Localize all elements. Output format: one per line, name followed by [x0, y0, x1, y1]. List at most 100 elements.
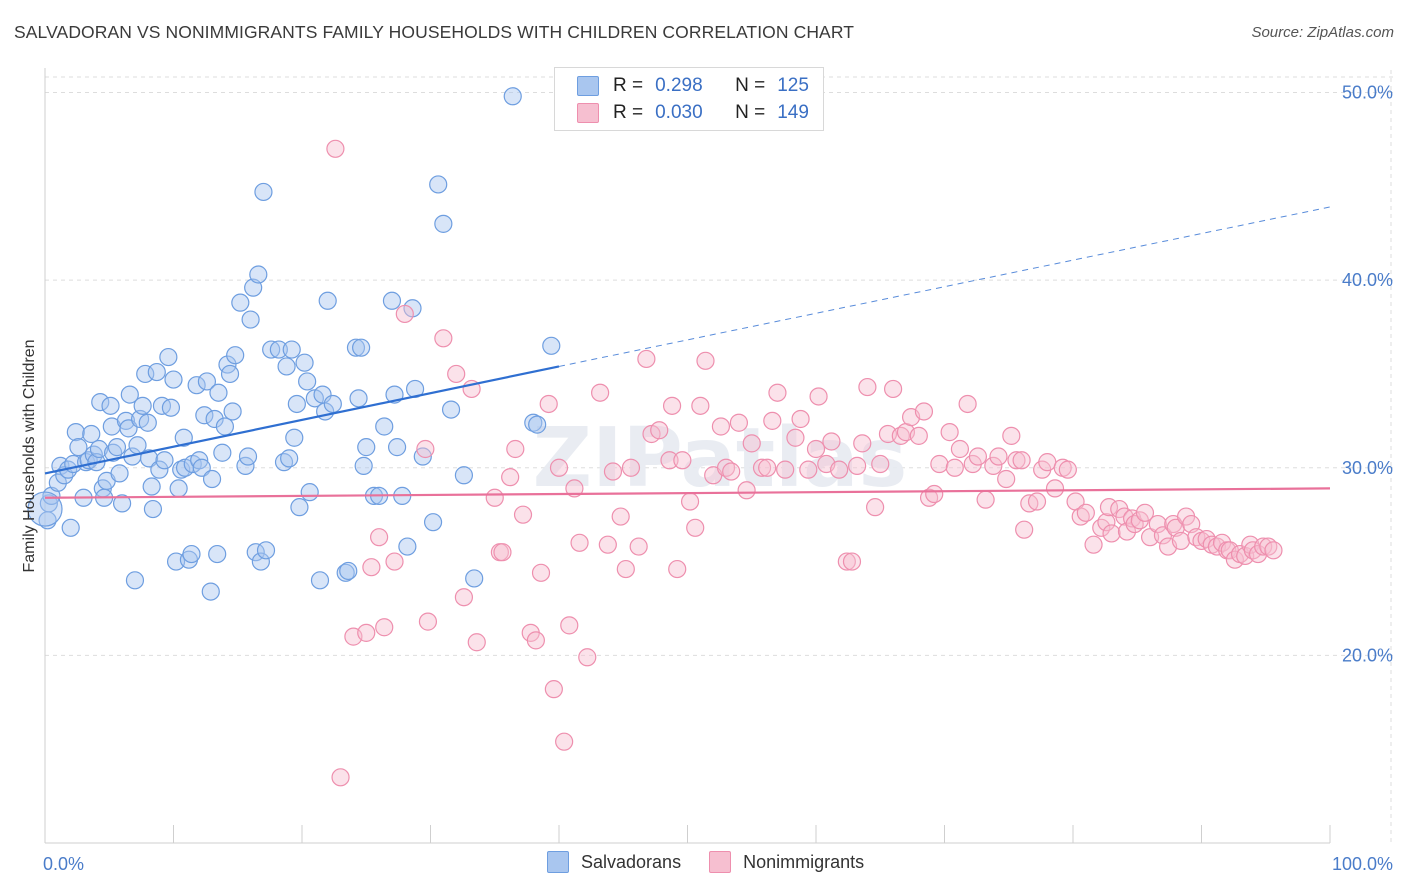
nonimmigrants-point	[565, 479, 584, 498]
salvadorans-point	[195, 406, 214, 425]
series-legend: Salvadorans Nonimmigrants	[547, 851, 892, 873]
salvadorans-point	[357, 438, 376, 457]
nonimmigrants-point	[883, 379, 903, 399]
nonimmigrants-point	[447, 364, 466, 384]
salvadorans-point	[375, 417, 394, 436]
salvadorans-point	[110, 464, 129, 483]
y-tick-label: 50.0%	[1342, 83, 1393, 103]
nonimmigrants-point	[763, 411, 782, 430]
nonimmigrants-point	[531, 563, 551, 582]
salvadorans-point	[202, 469, 222, 489]
nonimmigrants-point	[842, 552, 862, 571]
nonimmigrants-point	[930, 454, 949, 474]
nonimmigrants-point	[1076, 503, 1095, 522]
nonimmigrants-point	[454, 588, 474, 607]
nonimmigrants-point	[603, 462, 623, 481]
nonimmigrants-point	[1084, 535, 1103, 554]
nonimmigrants-point	[375, 618, 394, 637]
nonimmigrants-point	[570, 533, 589, 552]
nonimmigrants-point	[629, 537, 648, 556]
nonimmigrants-point	[1254, 537, 1273, 556]
nonimmigrants-point	[737, 481, 756, 500]
salvadorans-point-large	[27, 491, 63, 527]
nonimmigrants-point	[950, 439, 970, 459]
salvadorans-point	[336, 563, 355, 582]
nonimmigrants-point	[668, 559, 687, 579]
salvadorans-point	[128, 436, 147, 455]
nonimmigrants-point	[1197, 529, 1216, 549]
nonimmigrants-point	[799, 460, 818, 479]
salvadorans-point	[142, 477, 161, 496]
nonimmigrants-point	[357, 623, 376, 642]
nonimmigrants-point	[691, 396, 710, 415]
legend-item-nonimmigrants[interactable]: Nonimmigrants	[709, 851, 864, 873]
nonimmigrants-point	[925, 484, 944, 504]
salvadorans-point	[542, 336, 561, 355]
salvadorans-point	[220, 364, 240, 384]
source-credit: Source: ZipAtlas.com	[1251, 24, 1394, 41]
nonimmigrants-points	[326, 139, 1283, 787]
nonimmigrants-point	[940, 423, 959, 442]
salvadorans-point	[277, 357, 296, 376]
nonimmigrants-point	[768, 383, 787, 402]
nonimmigrants-point	[1092, 518, 1111, 537]
nonimmigrants-point	[485, 488, 504, 507]
nonimmigrants-trend-line	[44, 487, 1331, 499]
nonimmigrants-point	[1148, 514, 1167, 534]
salvadorans-point	[346, 338, 366, 357]
nonimmigrants-point	[1135, 503, 1155, 522]
salvadorans-point	[280, 449, 299, 468]
salvadorans-point	[107, 438, 127, 457]
legend-label: Nonimmigrants	[743, 851, 865, 872]
salvadorans-point	[182, 544, 201, 564]
salvadorans-point	[434, 214, 453, 233]
nonimmigrants-point	[729, 413, 749, 432]
salvadorans-point	[112, 494, 132, 513]
nonimmigrants-point	[742, 434, 761, 453]
n-value: 149	[777, 102, 809, 123]
blue-swatch	[547, 851, 569, 873]
nonimmigrants-point	[673, 451, 692, 470]
nonimmigrants-point	[866, 498, 885, 517]
salvadorans-point	[169, 479, 188, 498]
r-value: 0.030	[655, 102, 703, 123]
nonimmigrants-point	[418, 612, 438, 631]
n-value: 125	[777, 75, 809, 96]
nonimmigrants-point	[958, 394, 977, 414]
nonimmigrants-point	[1171, 531, 1191, 551]
salvadorans-point	[423, 513, 443, 532]
nonimmigrants-point	[560, 616, 579, 635]
legend-item-salvadorans[interactable]: Salvadorans	[547, 851, 681, 873]
salvadorans-point	[69, 438, 88, 457]
legend-label: Salvadorans	[581, 851, 682, 872]
trend-lines	[44, 206, 1331, 499]
nonimmigrants-point	[1007, 451, 1026, 470]
r-label: R =	[613, 75, 644, 96]
salvadorans-point	[150, 460, 169, 479]
nonimmigrants-point	[591, 383, 610, 402]
salvadorans-point	[215, 417, 234, 436]
salvadorans-point	[213, 443, 232, 462]
salvadorans-point	[125, 571, 145, 590]
nonimmigrants-point	[326, 139, 345, 158]
salvadorans-point	[201, 582, 220, 601]
nonimmigrants-point	[1012, 451, 1031, 470]
salvadorans-point	[323, 394, 342, 414]
nonimmigrants-point	[1264, 541, 1283, 560]
nonimmigrants-point	[513, 505, 533, 524]
nonimmigrants-point	[662, 396, 682, 415]
nonimmigrants-point	[909, 426, 928, 445]
salvadorans-point	[61, 518, 80, 537]
nonimmigrants-point	[1225, 550, 1245, 569]
salvadorans-point	[349, 389, 368, 408]
nonimmigrants-point	[830, 460, 849, 479]
salvadorans-trend-extension	[558, 206, 1331, 367]
x-tick-label: 0.0%	[43, 854, 84, 874]
nonimmigrants-point	[501, 468, 520, 487]
y-tick-label: 20.0%	[1342, 645, 1393, 665]
salvadorans-point	[164, 370, 183, 389]
nonimmigrants-point	[871, 454, 890, 474]
salvadorans-point	[197, 372, 217, 391]
nonimmigrants-point	[680, 492, 700, 511]
salvadorans-point	[503, 87, 522, 106]
